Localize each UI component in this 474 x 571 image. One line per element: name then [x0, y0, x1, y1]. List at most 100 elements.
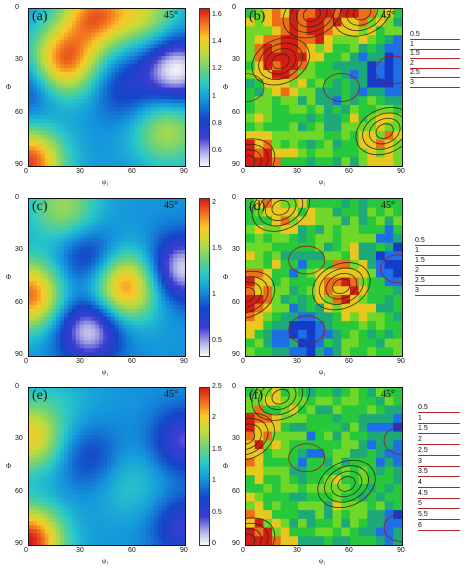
intensity-cell	[289, 52, 299, 62]
heat-cell	[60, 423, 65, 428]
heat-cell	[177, 336, 182, 341]
panel-label-a: (a)	[32, 9, 48, 24]
heat-cell	[161, 257, 167, 263]
heat-cell	[169, 277, 174, 283]
heat-cell	[153, 344, 159, 349]
heat-cell	[79, 521, 85, 526]
heat-cell	[110, 486, 116, 491]
heat-cell	[91, 142, 96, 147]
heat-cell	[75, 138, 81, 144]
heat-cell	[118, 482, 124, 487]
heat-cell	[75, 415, 81, 420]
heat-cell	[142, 265, 147, 271]
heat-cell	[60, 482, 65, 487]
heat-cell	[83, 490, 89, 495]
heat-cell	[142, 352, 147, 356]
heat-cell	[52, 316, 57, 322]
heat-cell	[95, 24, 100, 30]
heat-cell	[95, 91, 100, 96]
heat-cell	[56, 230, 61, 235]
heat-cell	[71, 214, 77, 220]
intensity-cell	[376, 35, 386, 45]
heat-cell	[181, 289, 185, 294]
heat-cell	[95, 162, 100, 166]
heat-cell	[118, 505, 124, 511]
intensity-cell	[272, 277, 282, 287]
heat-cell	[99, 521, 104, 526]
intensity-cell	[289, 225, 299, 235]
heat-cell	[44, 297, 50, 302]
heat-cell	[32, 505, 38, 511]
heat-cell	[173, 230, 178, 235]
intensity-cell	[280, 52, 290, 62]
heat-cell	[79, 289, 85, 294]
heat-cell	[40, 442, 46, 448]
heat-cell	[87, 40, 92, 45]
heat-cell	[40, 423, 46, 428]
heat-cell	[71, 75, 77, 81]
heat-cell	[118, 501, 124, 507]
heat-cell	[71, 336, 77, 341]
heat-cell	[169, 20, 174, 26]
heat-cell	[114, 517, 120, 523]
heat-cell	[107, 388, 112, 393]
heat-cell	[118, 308, 124, 314]
heat-cell	[40, 340, 46, 345]
heat-cell	[122, 431, 128, 436]
heat-cell	[130, 142, 135, 147]
intensity-cell	[298, 96, 308, 106]
heat-cell	[87, 150, 92, 155]
heat-cell	[87, 486, 92, 491]
heat-cell	[173, 20, 178, 26]
heat-cell	[60, 210, 65, 216]
intensity-cell	[376, 251, 386, 261]
heat-cell	[44, 9, 50, 14]
heat-cell	[32, 308, 38, 314]
intensity-cell	[280, 17, 290, 28]
heat-cell	[75, 340, 81, 345]
heat-cell	[126, 261, 131, 267]
heat-cell	[83, 226, 89, 231]
heat-cell	[103, 48, 108, 53]
intensity-cell	[324, 113, 334, 123]
heat-cell	[44, 257, 50, 263]
heat-cell	[146, 281, 151, 286]
heat-cell	[52, 162, 57, 166]
heat-cell	[40, 482, 46, 487]
heat-cell	[75, 44, 81, 49]
heat-cell	[130, 12, 135, 18]
heat-cell	[146, 154, 151, 159]
heat-cell	[146, 103, 151, 108]
heat-cell	[114, 521, 120, 526]
heat-cell	[122, 301, 128, 306]
contour-line	[251, 37, 310, 86]
intensity-cell	[358, 104, 368, 115]
heat-cell	[48, 501, 53, 507]
heat-cell	[114, 482, 120, 487]
heat-cell	[181, 308, 185, 314]
heat-cell	[118, 513, 124, 519]
heat-cell	[149, 12, 155, 18]
heat-cell	[60, 340, 65, 345]
heat-cell	[29, 71, 34, 77]
heat-cell	[87, 138, 92, 144]
intensity-cell	[341, 347, 351, 356]
intensity-cell	[384, 329, 394, 340]
heat-cell	[91, 95, 96, 100]
odf-canvas-a	[29, 9, 185, 166]
heat-cell	[52, 75, 57, 81]
heat-cell	[134, 150, 139, 155]
heat-cell	[60, 226, 65, 231]
colorbar-tick-label: 0.8	[212, 120, 222, 128]
heat-cell	[165, 44, 170, 49]
heat-cell	[48, 332, 53, 337]
heat-cell	[149, 218, 155, 224]
heat-cell	[107, 462, 112, 468]
heat-cell	[134, 28, 139, 34]
intensity-cell	[254, 17, 264, 28]
heat-cell	[122, 277, 128, 283]
heat-cell	[48, 242, 53, 247]
heat-cell	[138, 142, 143, 147]
heat-cell	[103, 391, 108, 397]
heat-cell	[95, 111, 100, 116]
